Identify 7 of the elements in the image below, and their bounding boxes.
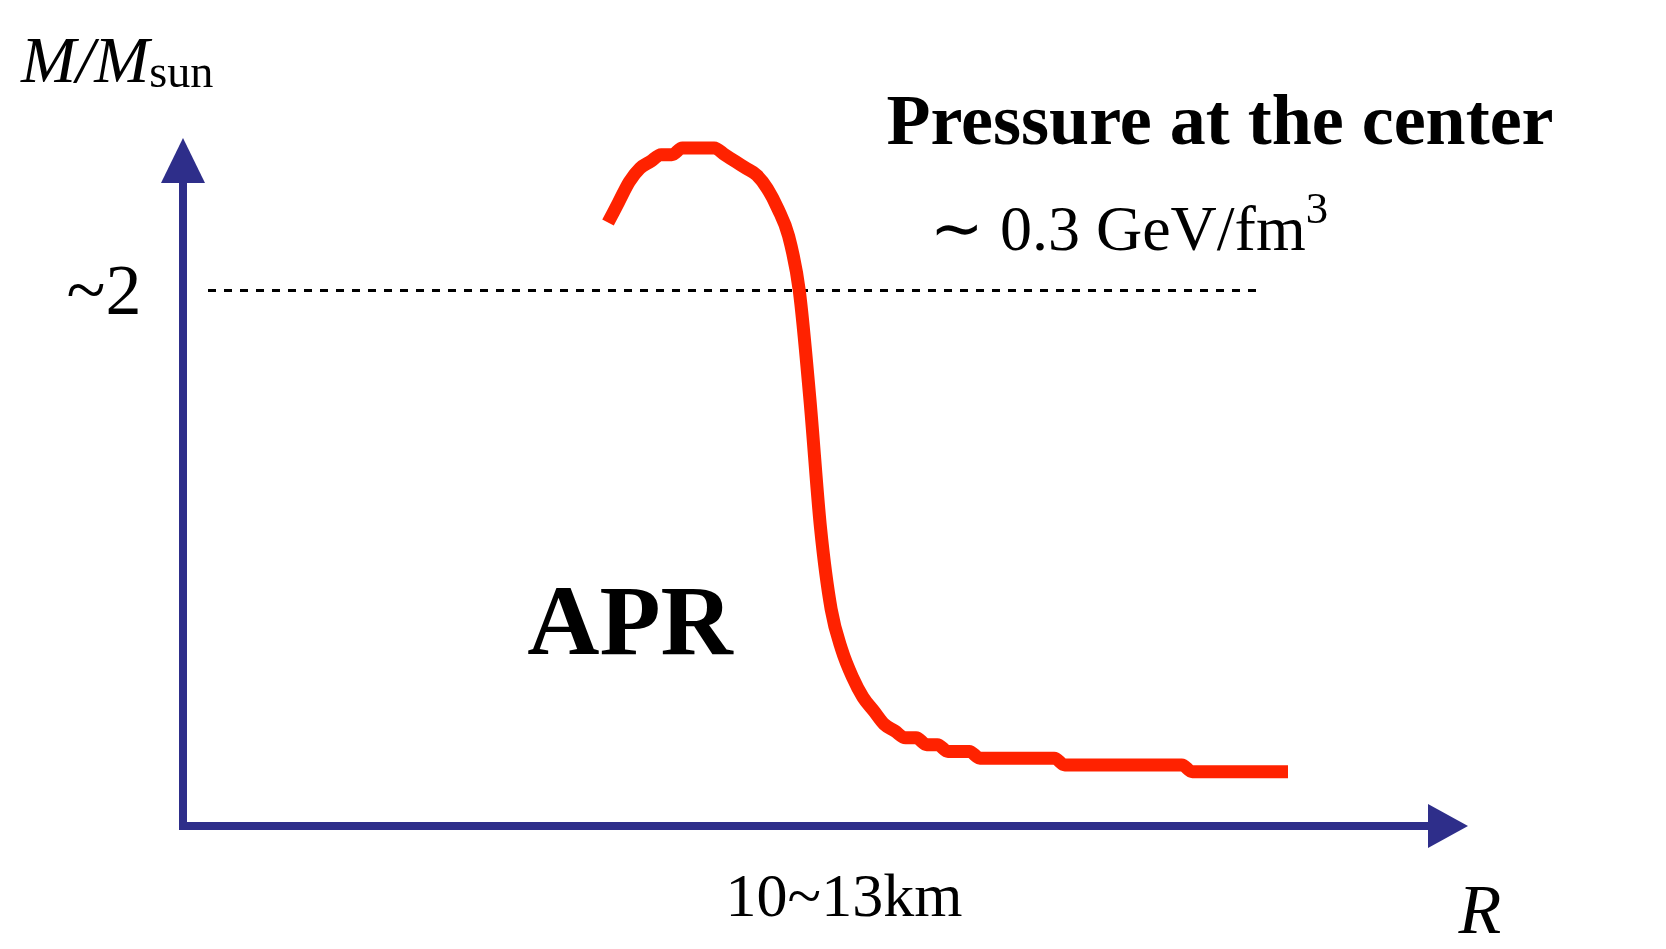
text: ~2 bbox=[66, 250, 142, 330]
annotation: APR bbox=[527, 565, 735, 676]
annotation: Pressure at the center bbox=[886, 80, 1554, 160]
y-axis-title: M/M$_{sun}$ bbox=[20, 23, 214, 97]
annotation: ∼ 0.3 GeV/fm$^{3}$ bbox=[929, 183, 1329, 264]
text: 10~13km bbox=[725, 861, 963, 929]
x-axis-title: R bbox=[1457, 871, 1502, 948]
